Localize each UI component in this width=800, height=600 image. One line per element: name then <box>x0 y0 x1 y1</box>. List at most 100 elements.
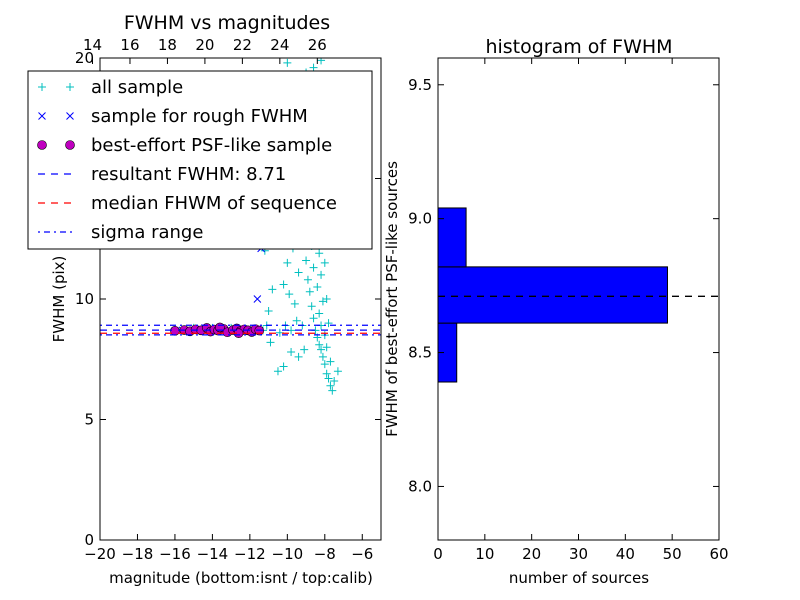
series-0-point-69 <box>273 367 282 376</box>
series-0-point-20 <box>305 287 314 296</box>
legend-entry-1: sample for rough FWHM <box>38 106 308 127</box>
scatter-y-axis-label: FWHM (pix) <box>50 256 68 343</box>
legend-entry-2: best-effort PSF-like sample <box>37 135 332 156</box>
hist-x-tick-label-0: 0 <box>433 545 443 563</box>
top-tick-label-3: 20 <box>195 36 214 54</box>
top-tick-label-6: 26 <box>308 36 327 54</box>
legend-marker-2-a <box>37 140 47 150</box>
histogram-bar-1 <box>437 266 668 324</box>
legend-label-0: all sample <box>91 77 183 98</box>
series-0-point-7 <box>318 352 327 361</box>
hist-x-tick-label-2: 20 <box>522 545 541 563</box>
series-0-point-46 <box>292 316 301 325</box>
legend-label-2: best-effort PSF-like sample <box>91 135 332 156</box>
histogram-x-axis-label: number of sources <box>509 569 649 587</box>
legend-marker-1-b <box>66 112 74 120</box>
x-tick-label-6: −8 <box>314 545 336 563</box>
series-2-point-0 <box>170 326 180 336</box>
series-0-point-88 <box>283 58 292 67</box>
series-0-point-25 <box>302 256 311 265</box>
series-0-point-90 <box>317 58 326 65</box>
series-0-point-70 <box>266 338 275 347</box>
hist-x-tick-label-1: 10 <box>475 545 494 563</box>
series-0-point-95 <box>322 295 331 303</box>
legend-entry-5: sigma range <box>38 222 203 243</box>
hist-y-tick-label-0: 8.0 <box>408 477 432 495</box>
series-0-point-73 <box>264 307 273 316</box>
series-0-point-22 <box>303 275 312 284</box>
series-0-point-18 <box>307 302 316 311</box>
histogram-panel: 0 10 20 30 40 50 60 8.0 8.5 9.0 9.5 histogram of F… <box>383 36 729 587</box>
legend-label-4: median FHWM of sequence <box>91 193 337 214</box>
series-0-point-50 <box>290 299 299 308</box>
legend-label-3: resultant FWHM: 8.71 <box>91 164 286 185</box>
histogram-y-axis-label: FWHM of best-effort PSF-like sources <box>383 161 401 437</box>
legend-marker-2-b <box>65 140 75 150</box>
x-tick-label-1: −18 <box>122 545 154 563</box>
series-0-point-0 <box>328 386 337 395</box>
histogram-title: histogram of FWHM <box>485 36 672 58</box>
legend-entry-3: resultant FWHM: 8.71 <box>38 164 286 185</box>
series-0-point-26 <box>315 249 324 258</box>
series-0-point-10 <box>315 340 324 349</box>
series-0-point-44 <box>309 63 318 72</box>
hist-x-tick-label-3: 30 <box>569 545 588 563</box>
series-0-point-23 <box>317 270 326 279</box>
scatter-title: FWHM vs magnitudes <box>124 12 330 34</box>
series-0-point-9 <box>317 345 326 354</box>
series-0-point-65 <box>300 345 309 354</box>
series-0-point-4 <box>322 369 331 378</box>
series-0-point-8 <box>326 357 335 366</box>
series-0-point-66 <box>294 352 303 361</box>
legend-entry-4: median FHWM of sequence <box>38 193 337 214</box>
series-0-point-68 <box>279 362 288 371</box>
hist-x-tick-label-4: 40 <box>616 545 635 563</box>
legend-label-1: sample for rough FWHM <box>91 106 308 127</box>
legend-box <box>27 70 373 250</box>
series-0-point-2 <box>324 374 333 383</box>
series-0-point-6 <box>320 360 329 369</box>
series-0-point-51 <box>285 290 294 299</box>
x-tick-label-2: −16 <box>159 545 191 563</box>
y-tick-label-2: 10 <box>75 290 94 308</box>
series-0-point-67 <box>287 348 296 357</box>
series-0-point-74 <box>268 285 277 294</box>
legend-entry-0: all sample <box>38 77 183 98</box>
series-0-point-24 <box>309 263 318 272</box>
hist-y-tick-label-1: 8.5 <box>408 344 432 362</box>
scatter-x-axis-label: magnitude (bottom:isnt / top:calib) <box>109 569 373 587</box>
hist-y-tick-label-2: 9.0 <box>408 210 432 228</box>
scatter-legend: all sample sample for rough FWHM best-effo… <box>27 70 373 250</box>
series-0-point-52 <box>279 280 288 289</box>
top-tick-label-5: 24 <box>270 36 289 54</box>
legend-items: all sample sample for rough FWHM best-effo… <box>37 77 337 243</box>
series-0-point-11 <box>322 343 331 352</box>
series-0-point-21 <box>313 282 322 291</box>
x-tick-label-4: −12 <box>234 545 266 563</box>
y-tick-label-1: 5 <box>84 411 94 429</box>
top-tick-label-2: 18 <box>158 36 177 54</box>
top-tick-label-0: 14 <box>83 36 102 54</box>
x-tick-label-7: −6 <box>351 545 373 563</box>
hist-x-tick-label-5: 50 <box>663 545 682 563</box>
top-tick-label-4: 22 <box>233 36 252 54</box>
hist-x-tick-label-6: 60 <box>709 545 728 563</box>
series-0-point-16 <box>309 314 318 323</box>
series-0-point-93 <box>320 258 329 267</box>
series-0-point-17 <box>315 309 324 318</box>
x-tick-label-5: −10 <box>272 545 304 563</box>
top-tick-label-1: 16 <box>120 36 139 54</box>
legend-marker-0-a <box>38 83 46 91</box>
series-0-point-94 <box>324 319 333 328</box>
y-tick-label-0: 0 <box>84 531 94 549</box>
legend-marker-1-a <box>38 112 46 120</box>
series-1-point-1 <box>253 295 262 303</box>
hist-y-tick-label-3: 9.5 <box>408 76 432 94</box>
series-0-point-53 <box>294 268 303 277</box>
legend-marker-0-b <box>66 83 74 91</box>
legend-label-5: sigma range <box>91 222 203 243</box>
series-0-point-3 <box>330 376 339 385</box>
scatter-panel: −20−18−16−14−12−10−8−6051015201416182022… <box>27 12 382 587</box>
series-0-point-5 <box>333 367 342 376</box>
